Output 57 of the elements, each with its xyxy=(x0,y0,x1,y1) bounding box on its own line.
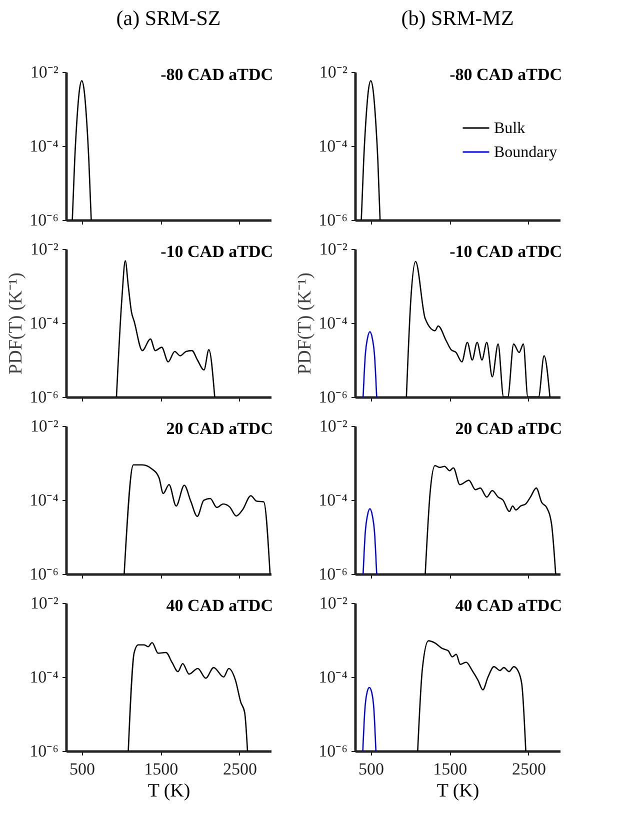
y-tick-label: 10⁻⁴ xyxy=(318,668,348,686)
chart-title: (b) SRM-MZ xyxy=(401,6,514,30)
y-tick-label: 10⁻² xyxy=(30,416,58,436)
annotation: 40 CAD aTDC xyxy=(455,596,562,615)
y-tick-label: 10⁻² xyxy=(319,62,348,82)
line-series xyxy=(417,640,526,751)
y-tick-label: 10⁻⁴ xyxy=(30,314,59,332)
y-tick-label: 10⁻² xyxy=(30,240,58,258)
x-axis-title: T (K) xyxy=(148,780,190,802)
line-series xyxy=(72,80,92,220)
x-tick-label: 1500 xyxy=(433,760,468,778)
y-tick-label: 10⁻⁶ xyxy=(30,742,59,760)
y-tick-label: 10⁻² xyxy=(30,62,58,82)
y-tick-label: 10⁻⁴ xyxy=(30,490,59,510)
line-series xyxy=(362,508,378,574)
annotation: -80 CAD aTDC xyxy=(160,65,273,84)
y-axis-title: PDF(T) (K⁻¹) xyxy=(6,272,27,374)
x-tick-label: 2500 xyxy=(222,760,257,778)
line-series xyxy=(424,464,556,574)
line-series xyxy=(406,260,551,397)
annotation: -10 CAD aTDC xyxy=(450,242,562,261)
y-tick-label: 10⁻⁶ xyxy=(318,210,348,230)
y-axis-title: PDF(T) (K⁻¹) xyxy=(294,272,316,374)
y-tick-label: 10⁻⁴ xyxy=(318,136,348,156)
legend-label: Boundary xyxy=(494,144,558,161)
chart-title: (a) SRM-SZ xyxy=(116,6,221,30)
y-tick-label: 10⁻² xyxy=(319,240,348,258)
line-series xyxy=(362,331,378,397)
annotation: 40 CAD aTDC xyxy=(166,596,273,615)
y-tick-label: 10⁻⁶ xyxy=(318,564,348,584)
y-tick-label: 10⁻⁶ xyxy=(30,210,59,230)
line-series xyxy=(116,260,216,397)
y-tick-label: 10⁻² xyxy=(30,594,58,612)
annotation: -10 CAD aTDC xyxy=(160,242,273,261)
annotation: 20 CAD aTDC xyxy=(455,419,562,438)
y-tick-label: 10⁻⁴ xyxy=(318,314,348,332)
x-tick-label: 2500 xyxy=(512,760,546,778)
line-series xyxy=(124,464,271,574)
y-tick-label: 10⁻² xyxy=(319,594,348,612)
x-tick-label: 500 xyxy=(358,760,384,778)
y-tick-label: 10⁻⁴ xyxy=(30,136,59,156)
line-series xyxy=(128,642,248,751)
y-tick-label: 10⁻⁶ xyxy=(30,564,59,584)
x-axis-title: T (K) xyxy=(436,780,480,802)
y-tick-label: 10⁻⁴ xyxy=(30,668,59,686)
annotation: 20 CAD aTDC xyxy=(166,419,273,438)
legend-label: Bulk xyxy=(494,120,526,137)
y-tick-label: 10⁻⁶ xyxy=(318,742,348,760)
line-series xyxy=(360,80,381,220)
y-tick-label: 10⁻⁴ xyxy=(318,490,348,510)
annotation: -80 CAD aTDC xyxy=(450,65,562,84)
line-series xyxy=(362,686,377,751)
y-tick-label: 10⁻² xyxy=(319,416,348,436)
x-tick-label: 500 xyxy=(70,760,96,778)
y-tick-label: 10⁻⁶ xyxy=(318,388,348,406)
x-tick-label: 1500 xyxy=(144,760,178,778)
y-tick-label: 10⁻⁶ xyxy=(30,388,59,406)
